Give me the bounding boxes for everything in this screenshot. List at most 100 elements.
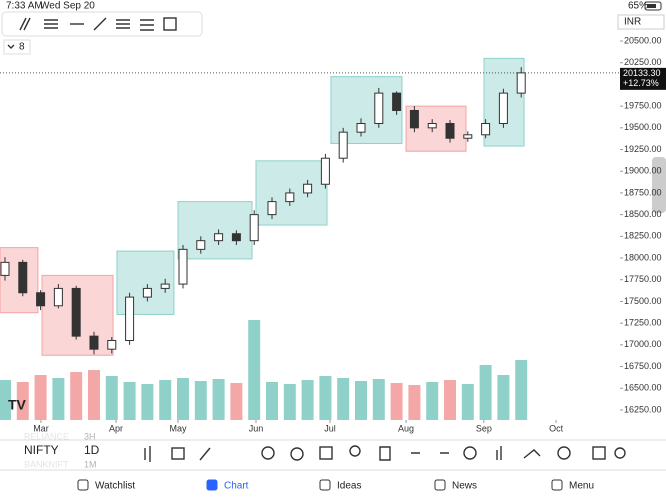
status-date: Wed Sep 20: [40, 1, 95, 12]
candle-body: [178, 248, 188, 285]
candle-body: [356, 122, 366, 133]
volume-bar: [497, 375, 510, 420]
watch-interval[interactable]: 3H: [84, 431, 96, 441]
tab-icon: [77, 479, 89, 491]
volume-bar: [426, 382, 439, 420]
candle-body: [516, 72, 526, 94]
candle-body: [338, 131, 348, 159]
x-tick-label: Sep: [476, 423, 492, 433]
tab-label[interactable]: Menu: [569, 481, 594, 492]
candle-body: [160, 283, 170, 289]
volume-bar: [515, 360, 528, 420]
volume-bar: [444, 380, 457, 420]
volume-bar: [337, 378, 350, 420]
volume-bar: [123, 382, 136, 420]
candle-body: [214, 233, 224, 242]
y-tick-label: 16750.00: [624, 361, 662, 371]
y-tick-label: 17000.00: [624, 339, 662, 349]
volume-bar: [105, 376, 118, 420]
y-tick-label: 19250.00: [624, 144, 662, 154]
currency: INR: [624, 17, 641, 28]
tab-label[interactable]: News: [452, 481, 477, 492]
candle-body: [409, 109, 419, 129]
tab-label[interactable]: Chart: [224, 481, 249, 492]
status-battery: 65%: [628, 1, 648, 12]
y-tick-label: 17250.00: [624, 318, 662, 328]
candle-body: [445, 122, 455, 139]
x-tick-label: Aug: [398, 423, 414, 433]
candle-body: [463, 134, 473, 139]
candle-body: [36, 292, 46, 307]
volume-bar: [283, 384, 296, 420]
candle-body: [285, 192, 295, 203]
range-box: [177, 201, 253, 260]
tab-label[interactable]: Watchlist: [95, 481, 135, 492]
volume-bar: [141, 384, 154, 420]
candle-body: [18, 261, 28, 294]
candle-body: [107, 339, 117, 350]
volume-bar: [212, 379, 225, 420]
currency-box[interactable]: [617, 14, 665, 30]
bottom-toolbar[interactable]: [144, 445, 626, 462]
candle-body: [196, 240, 206, 250]
toolbar-icons[interactable]: [19, 17, 177, 31]
drawing-toolbar: [1, 11, 203, 37]
candle-body: [53, 287, 63, 307]
indicator-count: 8: [19, 42, 25, 53]
chevron: [7, 44, 15, 49]
volume-bar: [194, 381, 207, 420]
last-price-tag: [620, 67, 666, 90]
toolbar-bg: [1, 11, 203, 37]
candle-body: [427, 122, 437, 129]
x-tick-label: May: [169, 423, 187, 433]
candle-body: [392, 92, 402, 111]
volume-bar: [479, 365, 492, 420]
watch-interval[interactable]: 1D: [84, 443, 100, 457]
x-tick-label: Jun: [249, 423, 264, 433]
candle-body: [249, 214, 259, 242]
volume-bar: [408, 385, 421, 420]
watch-symbol[interactable]: RELIANCE: [24, 431, 69, 441]
y-tick-label: 16250.00: [624, 404, 662, 414]
volume-bar: [354, 381, 367, 420]
tab-icon: [434, 479, 446, 491]
volume-bar: [52, 378, 65, 420]
y-tick-label: 18500.00: [624, 209, 662, 219]
side-handle[interactable]: [652, 157, 666, 213]
x-tick-label: Mar: [33, 423, 49, 433]
logo: TV: [8, 397, 27, 413]
last-price-label: 20133.30: [623, 68, 661, 78]
volume-bar: [176, 378, 189, 420]
volume-bar: [265, 382, 278, 420]
x-tick-label: Oct: [549, 423, 564, 433]
candle-body: [231, 233, 241, 242]
tab-icon: [551, 479, 563, 491]
candle-body: [374, 92, 384, 124]
volume-bar: [461, 384, 474, 420]
y-tick-label: 17500.00: [624, 296, 662, 306]
indicator-box[interactable]: [3, 39, 31, 55]
y-tick-label: 19000.00: [624, 166, 662, 176]
watch-symbol[interactable]: BANKNIFT: [24, 459, 69, 469]
candle-body: [303, 183, 313, 194]
candle-body: [71, 287, 81, 337]
volume-bar: [230, 383, 243, 420]
plot: 16250.00 16500.00 16750.00 17000.00 17250.00…: [0, 35, 666, 433]
volume-bar: [390, 383, 403, 420]
battery-level: [647, 4, 656, 8]
change-label: +12.73%: [623, 78, 659, 88]
y-tick-label: 18750.00: [624, 187, 662, 197]
y-tick-label: 18250.00: [624, 231, 662, 241]
candle-body: [125, 296, 135, 341]
volume-bar: [248, 320, 261, 420]
y-tick-label: 20250.00: [624, 57, 662, 67]
tab-label[interactable]: Ideas: [337, 481, 361, 492]
volume-bar: [159, 380, 172, 420]
watch-interval[interactable]: 1M: [84, 459, 97, 469]
volume-bar: [301, 380, 314, 420]
y-tick-label: 16500.00: [624, 383, 662, 393]
y-tick-label: 20500.00: [624, 35, 662, 45]
y-tick-label: 18000.00: [624, 252, 662, 262]
watch-symbol[interactable]: NIFTY: [24, 443, 59, 457]
